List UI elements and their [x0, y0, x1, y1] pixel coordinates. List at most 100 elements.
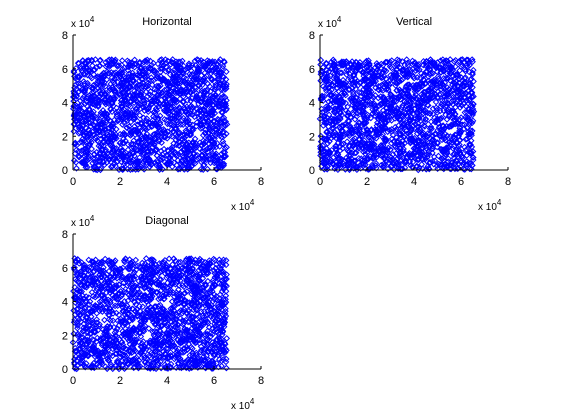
data-point [405, 108, 413, 115]
data-point [321, 135, 328, 143]
data-point [424, 109, 431, 117]
data-point [349, 101, 356, 109]
data-point [438, 136, 446, 144]
data-point [371, 73, 379, 80]
data-point [93, 129, 101, 137]
data-point [386, 156, 394, 164]
data-point [142, 96, 150, 104]
data-point [389, 131, 397, 139]
data-point [197, 121, 204, 129]
data-point [199, 95, 207, 102]
data-point [392, 140, 400, 148]
data-point [199, 166, 207, 173]
data-point [369, 69, 376, 77]
data-point [419, 135, 427, 142]
data-point [141, 150, 148, 158]
data-point [182, 281, 190, 288]
data-point [131, 56, 138, 64]
data-point [411, 59, 419, 66]
data-point [220, 98, 228, 106]
data-point [91, 66, 99, 74]
data-point [136, 112, 144, 119]
data-point [388, 117, 395, 124]
data-point [77, 294, 84, 301]
data-point [425, 77, 432, 85]
data-point [213, 60, 221, 68]
data-point [345, 117, 353, 125]
data-point [216, 80, 224, 88]
data-point [328, 96, 336, 104]
data-point [355, 99, 363, 107]
data-point [377, 142, 384, 150]
data-point [453, 71, 461, 78]
data-point [437, 145, 445, 153]
data-point [323, 145, 330, 152]
data-point [209, 106, 216, 113]
data-point [320, 70, 328, 78]
data-point [165, 88, 173, 95]
data-point [218, 150, 225, 158]
data-point [450, 58, 458, 65]
data-point [457, 128, 465, 136]
data-point [116, 91, 124, 98]
data-point [401, 157, 409, 164]
data-point [96, 97, 103, 104]
data-point [154, 94, 162, 102]
data-point [422, 109, 429, 116]
data-point [112, 108, 120, 116]
data-point [155, 74, 163, 82]
x-multiplier-exponent: 4 [497, 198, 502, 207]
data-point [392, 127, 400, 135]
data-point [106, 297, 114, 304]
data-point [328, 81, 335, 89]
data-point [366, 93, 373, 101]
data-point [454, 92, 462, 100]
data-point [415, 113, 423, 121]
subplot-2-title: Vertical [396, 16, 432, 28]
data-point [413, 156, 421, 164]
data-point [323, 165, 331, 173]
data-point [110, 323, 118, 331]
data-point [119, 76, 126, 83]
data-point [188, 127, 196, 135]
data-point [185, 317, 193, 325]
data-point [104, 62, 111, 69]
data-point [456, 147, 463, 155]
data-point [119, 69, 126, 76]
data-point [97, 143, 104, 151]
data-point [437, 115, 444, 123]
data-point [383, 58, 391, 66]
data-point [207, 134, 214, 142]
x-tick-label: 2 [117, 176, 123, 188]
data-point [170, 69, 177, 76]
data-point [206, 60, 214, 67]
data-point [77, 71, 85, 79]
data-point [199, 131, 207, 139]
data-point [173, 116, 180, 124]
data-point [210, 101, 217, 109]
data-point [361, 119, 368, 127]
data-point [93, 316, 101, 323]
data-point [121, 97, 129, 104]
data-point [214, 273, 221, 281]
data-point [362, 150, 369, 158]
data-point [218, 90, 226, 98]
data-point [206, 83, 213, 90]
data-point [163, 108, 170, 115]
data-point [112, 87, 119, 95]
data-point [402, 159, 410, 166]
data-point [130, 87, 138, 95]
data-point [113, 357, 121, 365]
data-point [151, 114, 159, 122]
data-point [85, 119, 92, 127]
subplot-1-y-multiplier: x 104 [71, 15, 95, 30]
data-point [70, 128, 78, 135]
data-point [110, 294, 118, 301]
data-point [110, 69, 118, 77]
data-point [197, 297, 204, 305]
data-point [442, 111, 449, 119]
data-point [337, 80, 345, 88]
data-point [99, 87, 107, 95]
